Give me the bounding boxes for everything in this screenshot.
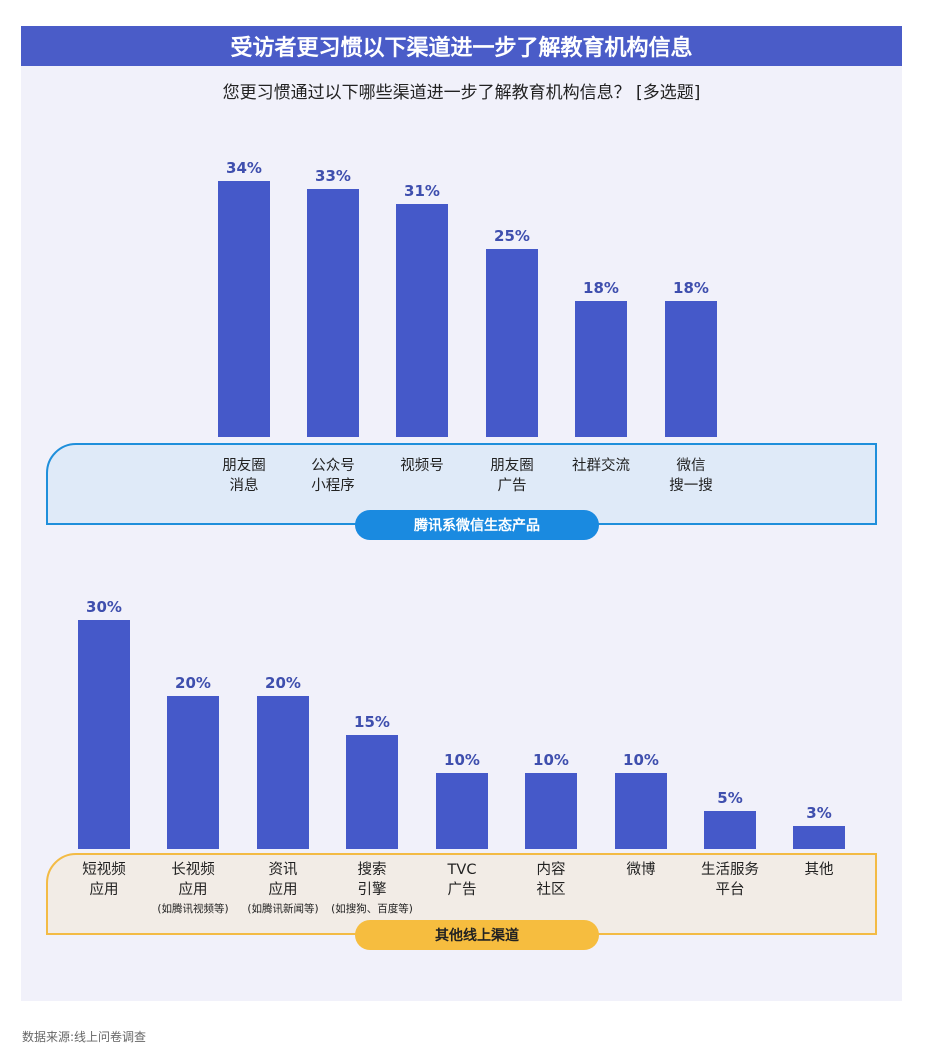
- bar-2-9: [793, 826, 845, 849]
- value-label-1-3: 31%: [404, 181, 440, 200]
- value-label-2-4: 15%: [354, 712, 390, 731]
- category-label-line: 其他: [804, 862, 834, 878]
- category-label-2-7: 微博: [601, 860, 681, 880]
- category-label-line: 社群交流: [572, 458, 630, 474]
- category-label-1-2: 公众号 小程序: [293, 456, 373, 496]
- category-label-2-3: 资讯 应用: [243, 860, 323, 900]
- bar-1-2: [307, 188, 359, 437]
- data-source-note: 数据来源:线上问卷调查: [22, 1030, 147, 1044]
- category-label-line: 短视频: [82, 862, 126, 878]
- category-label-line: 内容: [536, 862, 566, 878]
- category-label-line: 微信: [676, 458, 706, 474]
- category-label-2-9: 其他: [779, 860, 859, 880]
- category-label-line: 搜一搜: [669, 478, 713, 494]
- category-note-2-2: (如腾讯视频等): [157, 903, 229, 915]
- category-label-1-5: 社群交流: [561, 456, 641, 476]
- category-label-line: 朋友圈: [222, 458, 266, 474]
- value-label-2-8: 5%: [717, 788, 743, 807]
- bar-2-4: [346, 734, 398, 849]
- category-label-line: 应用: [268, 882, 298, 898]
- category-label-line: 公众号: [311, 458, 355, 474]
- category-label-line: 生活服务: [701, 862, 759, 878]
- value-label-2-6: 10%: [533, 750, 569, 769]
- category-label-2-5: TVC 广告: [422, 860, 502, 900]
- category-label-line: 微博: [626, 862, 656, 878]
- category-label-2-6: 内容 社区: [511, 860, 591, 900]
- category-label-1-6: 微信 搜一搜: [651, 456, 731, 496]
- bar-2-7: [615, 772, 667, 849]
- value-label-1-5: 18%: [583, 279, 619, 298]
- value-label-2-5: 10%: [444, 750, 480, 769]
- bar-1-5: [575, 301, 627, 437]
- category-label-2-1: 短视频 应用: [64, 860, 144, 900]
- bar-2-5: [436, 772, 488, 849]
- category-label-2-2: 长视频 应用: [153, 860, 233, 900]
- chart-title: 受访者更习惯以下渠道进一步了解教育机构信息: [21, 26, 902, 66]
- category-label-line: 应用: [178, 882, 208, 898]
- bar-2-3: [257, 696, 309, 849]
- category-label-line: TVC: [447, 862, 477, 878]
- value-label-1-2: 33%: [315, 166, 351, 185]
- category-label-line: 平台: [715, 882, 745, 898]
- category-label-1-1: 朋友圈 消息: [204, 456, 284, 496]
- category-label-line: 资讯: [268, 862, 298, 878]
- category-label-line: 朋友圈: [490, 458, 534, 474]
- value-label-2-2: 20%: [175, 674, 211, 693]
- value-label-2-7: 10%: [623, 750, 659, 769]
- chart-subtitle: 您更习惯通过以下哪些渠道进一步了解教育机构信息？ [多选题]: [222, 83, 701, 103]
- category-label-1-3: 视频号: [382, 456, 462, 476]
- bar-1-3: [396, 203, 448, 437]
- category-note-2-3: (如腾讯新闻等): [247, 903, 319, 915]
- value-label-2-1: 30%: [86, 598, 122, 616]
- category-label-line: 广告: [497, 478, 527, 494]
- group2-label-pill: 其他线上渠道: [355, 920, 599, 950]
- value-label-2-9: 3%: [806, 804, 832, 823]
- category-label-line: 搜索: [357, 862, 387, 878]
- category-label-1-4: 朋友圈 广告: [472, 456, 552, 496]
- value-label-1-6: 18%: [673, 279, 709, 298]
- category-label-line: 视频号: [400, 458, 444, 474]
- category-label-line: 应用: [89, 882, 119, 898]
- value-label-1-1: 34%: [226, 159, 262, 177]
- value-label-2-3: 20%: [265, 674, 301, 693]
- bar-2-6: [525, 772, 577, 849]
- category-label-2-4: 搜索 引擎: [332, 860, 412, 900]
- category-label-line: 长视频: [171, 862, 215, 878]
- bar-1-1: [218, 181, 270, 437]
- category-label-2-8: 生活服务 平台: [690, 860, 770, 900]
- value-label-1-4: 25%: [494, 226, 530, 245]
- bar-2-2: [167, 696, 219, 849]
- category-label-line: 消息: [229, 478, 259, 494]
- bar-1-4: [486, 248, 538, 437]
- bar-1-6: [665, 301, 717, 437]
- category-label-line: 小程序: [311, 478, 355, 494]
- bar-2-8: [704, 810, 756, 849]
- category-label-line: 引擎: [357, 882, 387, 898]
- bar-2-1: [78, 620, 130, 849]
- group1-label-pill: 腾讯系微信生态产品: [355, 510, 599, 540]
- category-label-line: 广告: [447, 882, 477, 898]
- category-label-line: 社区: [536, 882, 566, 898]
- category-note-2-4: (如搜狗、百度等): [331, 903, 413, 915]
